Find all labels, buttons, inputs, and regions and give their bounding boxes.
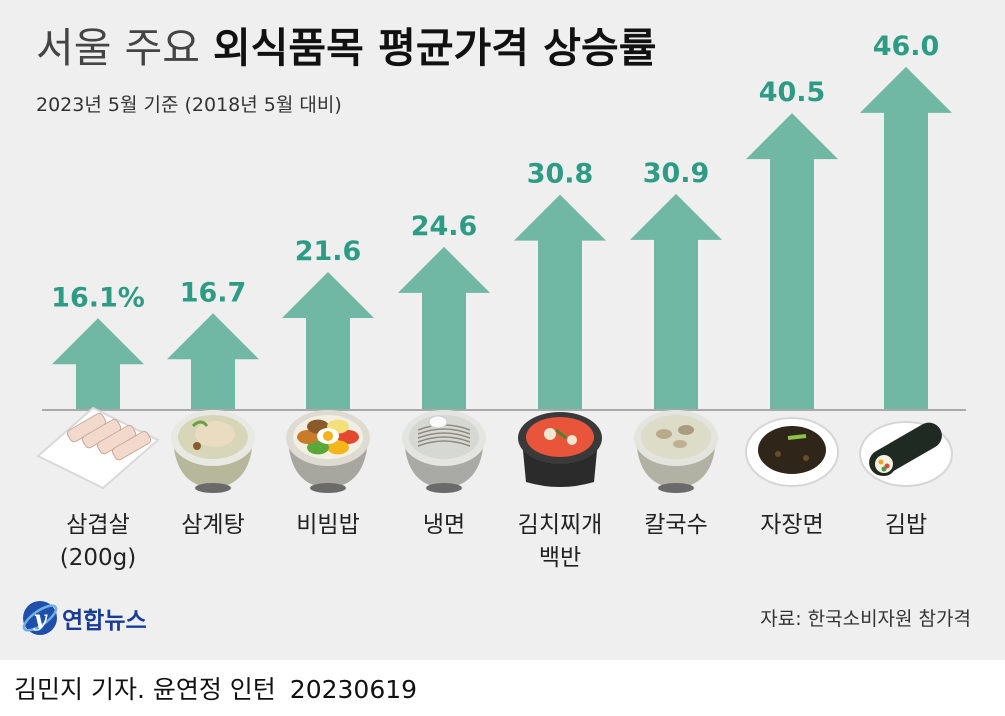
- bar-arrow: [167, 313, 259, 410]
- chart-title: 서울 주요 외식품목 평균가격 상승률: [36, 22, 656, 74]
- category-label: 비빔밥: [296, 512, 359, 538]
- value-label: 16.7: [180, 277, 247, 308]
- category-label: 백반: [539, 545, 581, 571]
- yonhap-logo-icon: y: [22, 601, 58, 635]
- yonhap-logo: y 연합뉴스: [20, 598, 147, 638]
- value-label: 30.9: [643, 158, 710, 189]
- naengmyeon-bowl-icon: [402, 410, 486, 493]
- title-light: 서울 주요: [36, 24, 213, 72]
- bar-arrow: [398, 246, 490, 410]
- bar-arrow: [860, 66, 952, 410]
- logo-text: 연합뉴스: [62, 608, 147, 634]
- value-label: 46.0: [873, 31, 940, 62]
- category-label: 김밥: [885, 512, 927, 538]
- bar-chart: 16.1% 삼겹살 (200g) 16.7 삼계탕 21.6 비빔밥 24.6 냉면 30.8 김치…: [36, 31, 966, 571]
- food-icons-layer: [36, 406, 953, 493]
- value-label: 24.6: [411, 211, 478, 242]
- value-label: 40.5: [759, 77, 826, 108]
- kimchi-jjigae-pot-icon: [518, 412, 602, 487]
- chart-subtitle: 2023년 5월 기준 (2018년 5월 대비): [36, 94, 342, 116]
- samgyetang-bowl-icon: [171, 410, 255, 493]
- bar-arrow: [52, 318, 144, 410]
- value-label: 30.8: [527, 159, 594, 190]
- labels-layer: 16.1% 삼겹살 (200g) 16.7 삼계탕 21.6 비빔밥 24.6 냉면 30.8 김치…: [51, 31, 939, 571]
- bibimbap-bowl-icon: [286, 410, 370, 493]
- category-label: 삼계탕: [181, 512, 244, 538]
- bar-arrow: [630, 193, 722, 410]
- category-label: 자장면: [760, 512, 823, 538]
- category-label: 칼국수: [644, 512, 707, 538]
- samgyeopsal-plate-icon: [36, 406, 160, 490]
- source-note: 자료: 한국소비자원 참가격: [760, 608, 971, 630]
- bar-arrow: [514, 194, 606, 410]
- bar-arrow: [746, 113, 838, 410]
- credit-line: 김민지 기자. 윤연정 인턴 20230619: [14, 670, 417, 706]
- title-bold: 외식품목 평균가격 상승률: [212, 24, 657, 72]
- value-label: 21.6: [295, 236, 362, 267]
- category-label: 삼겹살: [66, 512, 129, 538]
- category-label: (200g): [60, 545, 136, 571]
- svg-text:y: y: [33, 606, 49, 632]
- byline: 김민지 기자. 윤연정 인턴: [14, 675, 276, 704]
- date: 20230619: [289, 675, 418, 704]
- jajangmyeon-plate-icon: [745, 417, 839, 487]
- value-label: 16.1%: [51, 282, 145, 313]
- category-label: 냉면: [423, 512, 465, 538]
- arrows-layer: [52, 66, 952, 410]
- category-label: 김치찌개: [518, 512, 603, 538]
- gimbap-plate-icon: [859, 421, 953, 487]
- bar-arrow: [282, 272, 374, 410]
- kalguksu-bowl-icon: [634, 410, 718, 493]
- infographic-panel: [0, 0, 1005, 660]
